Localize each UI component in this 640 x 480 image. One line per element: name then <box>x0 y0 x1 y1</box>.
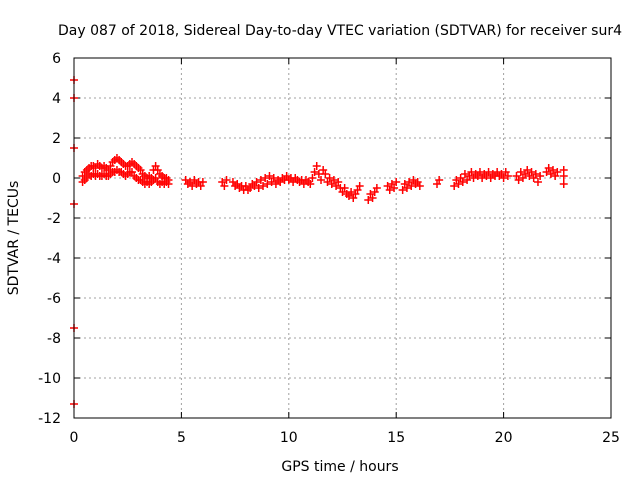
data-point <box>263 180 272 188</box>
data-point <box>312 162 321 170</box>
data-point <box>325 174 334 182</box>
data-point <box>450 182 459 190</box>
data-point <box>531 170 540 178</box>
data-point <box>317 176 326 184</box>
data-point <box>321 170 330 178</box>
axis-ticks: 0 5 10 15 20 25 -12 -10 -8 -6 -4 -2 0 2 4 6 <box>38 51 620 446</box>
data-point <box>261 174 270 182</box>
data-point <box>265 172 274 180</box>
data-point <box>398 186 407 194</box>
data-point <box>329 176 338 184</box>
data-point <box>407 182 416 190</box>
y-tick-label: -4 <box>47 251 61 267</box>
data-point <box>527 168 536 176</box>
data-point <box>269 174 278 182</box>
data-point <box>499 174 508 182</box>
y-tick-label: -12 <box>38 411 61 427</box>
y-axis-label: SDTVAR / TECUs <box>6 181 22 296</box>
data-point <box>514 176 523 184</box>
data-point <box>364 196 373 204</box>
data-point <box>385 186 394 194</box>
y-tick-label: -2 <box>47 211 61 227</box>
data-point <box>252 178 261 186</box>
data-point <box>368 194 377 202</box>
y-tick-label: -10 <box>38 371 61 387</box>
data-point <box>559 172 568 180</box>
data-point <box>334 178 343 186</box>
y-tick-label: 6 <box>52 51 61 67</box>
data-point <box>549 166 558 174</box>
data-point <box>347 188 356 196</box>
y-tick-label: -6 <box>47 291 61 307</box>
x-tick-label: 25 <box>602 430 620 446</box>
data-point <box>523 166 532 174</box>
data-point <box>392 178 401 186</box>
data-point <box>533 178 542 186</box>
grid-lines <box>74 58 611 418</box>
data-point <box>458 178 467 186</box>
data-point <box>259 182 268 190</box>
data-point <box>222 176 231 184</box>
data-point <box>340 184 349 192</box>
data-point <box>164 180 173 188</box>
x-tick-label: 0 <box>70 430 79 446</box>
x-tick-label: 10 <box>280 430 298 446</box>
data-point <box>198 178 207 186</box>
data-point <box>402 184 411 192</box>
x-tick-label: 15 <box>387 430 405 446</box>
x-tick-label: 20 <box>495 430 513 446</box>
data-point <box>372 184 381 192</box>
data-point <box>516 168 525 176</box>
chart-title: Day 087 of 2018, Sidereal Day-to-day VTE… <box>58 23 622 39</box>
data-point <box>544 164 553 172</box>
data-point <box>475 168 484 176</box>
data-point <box>306 180 315 188</box>
data-point <box>460 170 469 178</box>
data-point <box>188 182 197 190</box>
data-point <box>254 184 263 192</box>
x-axis-label: GPS time / hours <box>281 459 398 475</box>
data-point <box>256 176 265 184</box>
data-point <box>484 168 493 176</box>
y-tick-label: -8 <box>47 331 61 347</box>
plot-frame <box>73 57 612 419</box>
data-point <box>220 182 229 190</box>
data-point <box>503 172 512 180</box>
y-tick-label: 0 <box>52 171 61 187</box>
data-point <box>415 182 424 190</box>
data-point <box>553 168 562 176</box>
data-point <box>559 180 568 188</box>
data-point <box>454 180 463 188</box>
data-points <box>70 76 568 408</box>
data-point <box>390 184 399 192</box>
data-point <box>355 182 364 190</box>
data-point <box>308 174 317 182</box>
x-tick-label: 5 <box>177 430 186 446</box>
data-point <box>310 168 319 176</box>
data-point <box>536 172 545 180</box>
data-point <box>467 168 476 176</box>
data-point <box>435 176 444 184</box>
y-tick-label: 4 <box>52 91 61 107</box>
y-tick-label: 2 <box>52 131 61 147</box>
